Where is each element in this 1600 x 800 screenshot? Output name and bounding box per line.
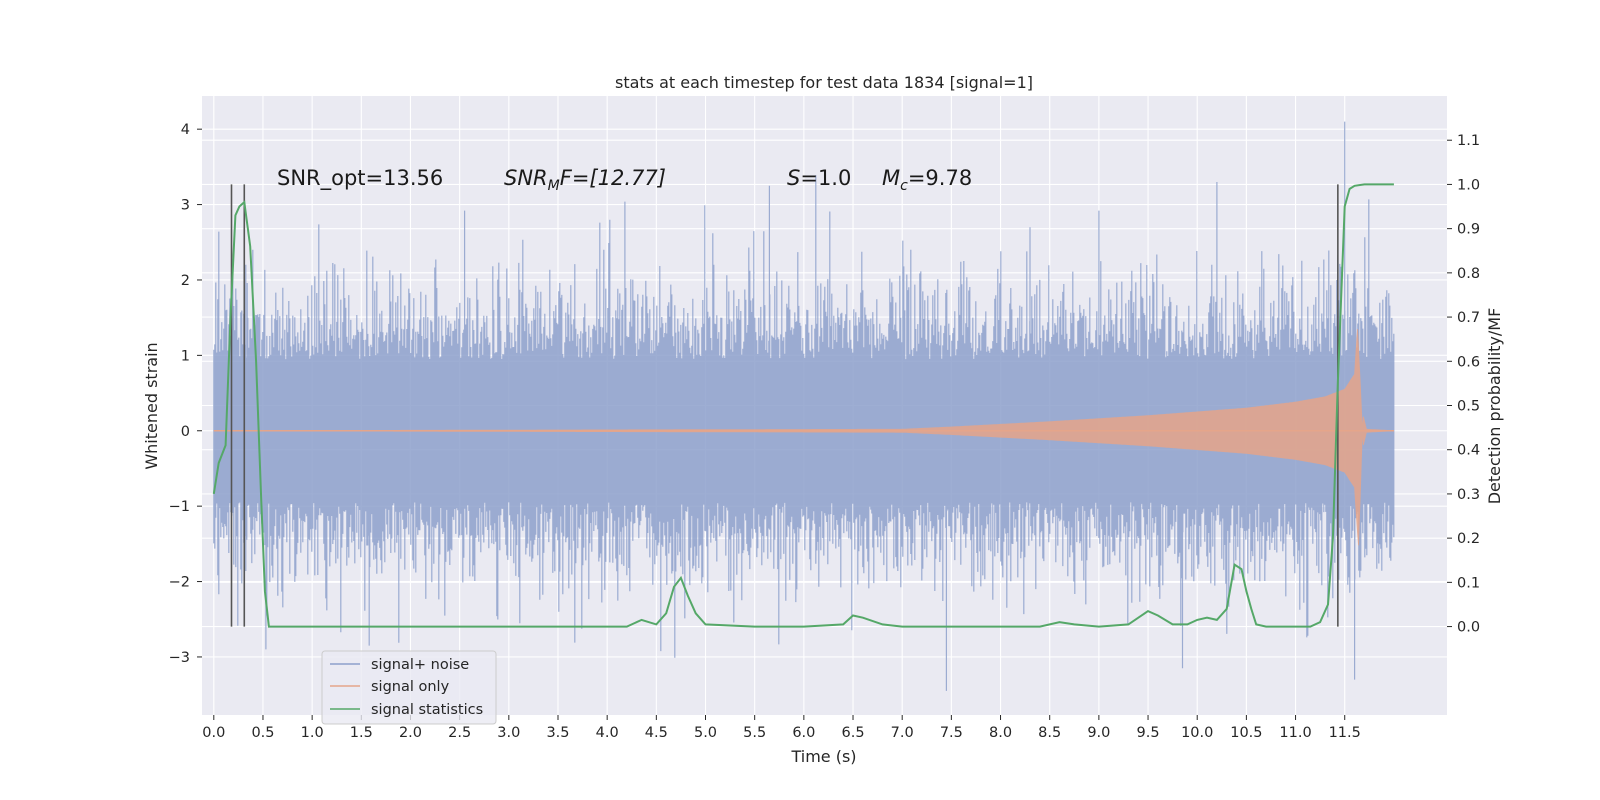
snr-mf-tail: F=[12.77] (560, 166, 666, 190)
x-tick-label: 5.5 (743, 725, 766, 741)
x-tick-label: 7.0 (891, 725, 914, 741)
y2-tick-label: 0.0 (1457, 620, 1480, 636)
x-tick-label: 10.0 (1181, 725, 1213, 741)
x-tick-label: 1.0 (301, 725, 324, 741)
y2-tick-label: 0.8 (1457, 266, 1480, 282)
x-tick-label: 9.5 (1137, 725, 1160, 741)
x-tick-label: 3.0 (497, 725, 520, 741)
y2-axis-label: Detection probability/MF (1485, 308, 1504, 505)
snr-mf-subscript: M (548, 178, 560, 194)
y2-tick-label: 0.6 (1457, 354, 1480, 370)
x-tick-label: 10.5 (1230, 725, 1262, 741)
x-tick-label: 4.5 (645, 725, 668, 741)
x-tick-label: 0.0 (202, 725, 225, 741)
x-tick-label: 6.5 (841, 725, 864, 741)
y2-tick-label: 0.3 (1457, 487, 1480, 503)
x-tick-label: 2.0 (399, 725, 422, 741)
x-tick-label: 2.5 (448, 725, 471, 741)
annotation-snr-mf: SNRMF=[12.77] (504, 166, 666, 194)
x-tick-label: 8.5 (1038, 725, 1061, 741)
y2-tick-label: 0.1 (1457, 575, 1480, 591)
legend-label-stats: signal statistics (371, 702, 483, 718)
y2-tick-label: 0.2 (1457, 531, 1480, 547)
s-symbol: S (787, 166, 800, 190)
x-tick-label: 11.0 (1279, 725, 1311, 741)
y-tick-label: 0 (181, 424, 190, 440)
x-tick-label: 3.5 (546, 725, 569, 741)
legend-box (321, 650, 497, 725)
x-tick-label: 9.0 (1087, 725, 1110, 741)
annotation-s: S=1.0 (787, 166, 851, 190)
signal-only-series (213, 328, 1394, 546)
statistics-line (212, 183, 1394, 628)
axis-ticks: 0.0 0.5 1.0 1.5 2.0 2.5 3.0 3.5 4.0 4.5 5.0 5.5 6.0 6… (169, 122, 1480, 741)
y2-tick-label: 0.4 (1457, 443, 1480, 459)
x-tick-label: 4.0 (596, 725, 619, 741)
annotations: SNR_opt=13.56 SNRMF=[12.77] S=1.0 Mc=9.7… (277, 166, 972, 194)
y-tick-label: 3 (181, 198, 190, 214)
y-tick-label: −3 (169, 650, 190, 666)
mc-value: =9.78 (908, 166, 972, 190)
x-tick-label: 0.5 (251, 725, 274, 741)
y-tick-label: 1 (181, 348, 190, 364)
y2-tick-label: 0.9 (1457, 222, 1480, 238)
mc-subscript: c (900, 178, 908, 194)
y-tick-label: −2 (169, 575, 190, 591)
y-tick-label: 2 (181, 273, 190, 289)
signal-statistics-series (212, 183, 1394, 628)
y2-tick-label: 0.5 (1457, 399, 1480, 415)
annotation-mc: Mc=9.78 (882, 166, 972, 194)
snr-mf-symbol: SNR (504, 166, 548, 190)
x-tick-label: 6.0 (792, 725, 815, 741)
x-tick-label: 8.0 (989, 725, 1012, 741)
legend-label-noise: signal+ noise (371, 657, 469, 673)
signal-envelope (213, 328, 1394, 546)
x-tick-label: 7.5 (940, 725, 963, 741)
legend-label-signal: signal only (371, 679, 450, 695)
y2-tick-label: 1.0 (1457, 177, 1480, 193)
y-axis-label: Whitened strain (142, 342, 161, 469)
chart-title: stats at each timestep for test data 183… (615, 73, 1033, 92)
y-tick-label: 4 (181, 122, 190, 138)
s-value: =1.0 (800, 166, 851, 190)
y2-tick-label: 0.7 (1457, 310, 1480, 326)
y-tick-label: −1 (169, 499, 190, 515)
legend: signal+ noise signal only signal statist… (321, 650, 497, 725)
annotation-snr-opt: SNR_opt=13.56 (277, 166, 443, 191)
mc-symbol: M (882, 166, 900, 190)
x-axis-label: Time (s) (790, 747, 856, 766)
x-tick-label: 5.0 (694, 725, 717, 741)
x-tick-label: 1.5 (350, 725, 373, 741)
x-tick-label: 11.5 (1329, 725, 1361, 741)
y2-tick-label: 1.1 (1457, 133, 1480, 149)
